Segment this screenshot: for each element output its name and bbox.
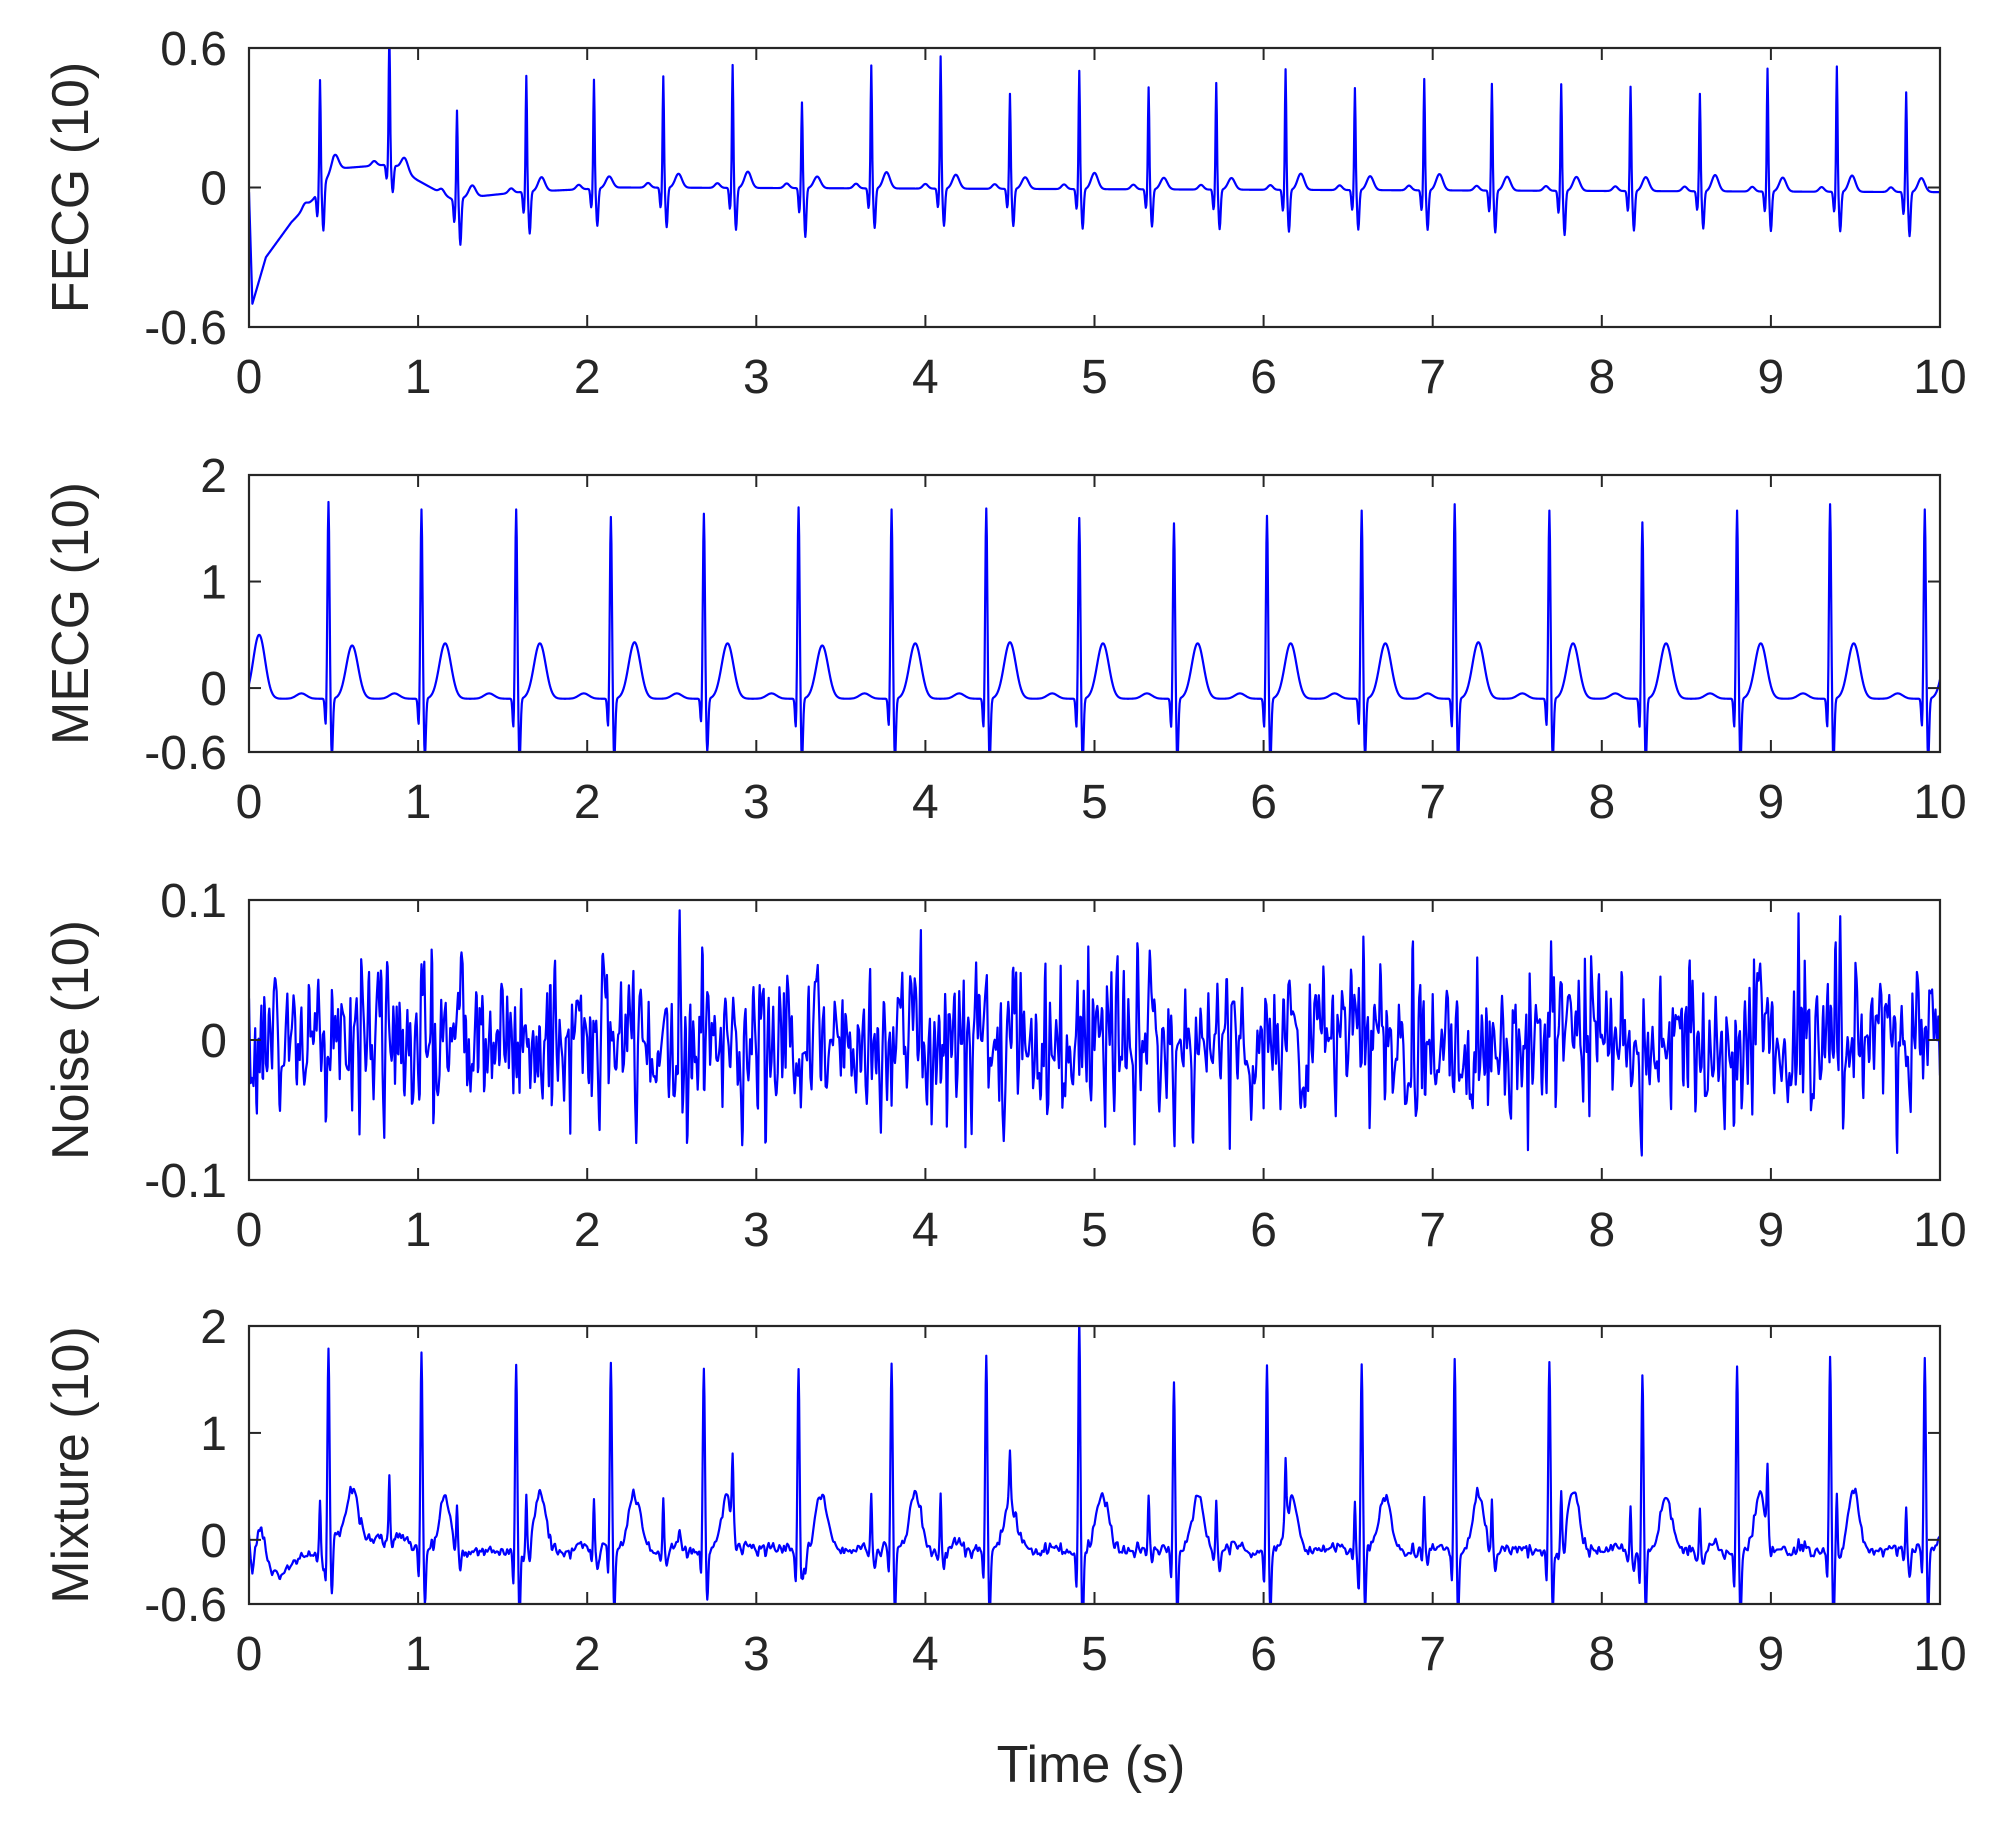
y-tick-label: 2 [200, 450, 227, 503]
x-axis-label: Time (s) [997, 1736, 1186, 1794]
x-tick-label: 4 [912, 1628, 939, 1681]
x-tick-label: 6 [1250, 351, 1277, 404]
y-tick-label: 0.6 [160, 23, 227, 76]
y-tick-label: 1 [200, 1408, 227, 1461]
x-tick-label: 5 [1081, 351, 1108, 404]
y-tick-label: 1 [200, 557, 227, 610]
y-tick-label: -0.6 [144, 727, 227, 780]
x-tick-label: 5 [1081, 776, 1108, 829]
x-tick-label: 3 [743, 1204, 770, 1257]
x-tick-label: 6 [1250, 1628, 1277, 1681]
series-line-4 [249, 1326, 1940, 1604]
x-tick-label: 4 [912, 351, 939, 404]
x-tick-label: 0 [236, 1204, 263, 1257]
x-tick-label: 4 [912, 776, 939, 829]
y-tick-label: -0.1 [144, 1155, 227, 1208]
y-axis-label: MECG (10) [42, 482, 100, 745]
x-tick-label: 10 [1913, 1204, 1966, 1257]
y-tick-label: 0 [200, 1015, 227, 1068]
series-line-1 [249, 48, 1940, 305]
y-tick-label: -0.6 [144, 1579, 227, 1632]
x-tick-label: 1 [405, 1204, 432, 1257]
y-tick-label: 0.1 [160, 875, 227, 928]
x-tick-label: 0 [236, 1628, 263, 1681]
x-tick-label: 10 [1913, 1628, 1966, 1681]
y-tick-label: 0 [200, 163, 227, 216]
x-tick-label: 6 [1250, 776, 1277, 829]
x-tick-label: 3 [743, 351, 770, 404]
y-tick-label: 2 [200, 1301, 227, 1354]
y-axis-label: Noise (10) [42, 920, 100, 1160]
x-tick-label: 3 [743, 776, 770, 829]
x-tick-label: 1 [405, 351, 432, 404]
x-tick-label: 1 [405, 776, 432, 829]
x-tick-label: 8 [1588, 1204, 1615, 1257]
x-tick-label: 5 [1081, 1204, 1108, 1257]
x-tick-label: 8 [1588, 1628, 1615, 1681]
x-tick-label: 0 [236, 776, 263, 829]
x-tick-label: 7 [1419, 776, 1446, 829]
y-tick-label: -0.6 [144, 302, 227, 355]
x-tick-label: 7 [1419, 1628, 1446, 1681]
x-tick-label: 7 [1419, 1204, 1446, 1257]
x-tick-label: 10 [1913, 776, 1966, 829]
x-tick-label: 1 [405, 1628, 432, 1681]
x-tick-label: 9 [1758, 776, 1785, 829]
x-tick-label: 2 [574, 1628, 601, 1681]
x-tick-label: 9 [1758, 1204, 1785, 1257]
series-line-2 [249, 500, 1940, 752]
y-axis-label: FECG (10) [42, 62, 100, 313]
x-tick-label: 2 [574, 1204, 601, 1257]
x-tick-label: 7 [1419, 351, 1446, 404]
axes-frame [247, 1324, 1942, 1606]
x-tick-label: 5 [1081, 1628, 1108, 1681]
series-line-3 [249, 909, 1940, 1157]
axes-frame [247, 473, 1942, 754]
x-tick-label: 4 [912, 1204, 939, 1257]
x-tick-label: 6 [1250, 1204, 1277, 1257]
x-tick-label: 10 [1913, 351, 1966, 404]
x-tick-label: 2 [574, 776, 601, 829]
x-tick-label: 2 [574, 351, 601, 404]
y-axis-label: Mixture (10) [42, 1326, 100, 1603]
x-tick-label: 8 [1588, 351, 1615, 404]
x-tick-label: 3 [743, 1628, 770, 1681]
y-tick-label: 0 [200, 1515, 227, 1568]
x-tick-label: 0 [236, 351, 263, 404]
x-tick-label: 9 [1758, 1628, 1785, 1681]
y-tick-label: 0 [200, 663, 227, 716]
x-tick-label: 8 [1588, 776, 1615, 829]
x-tick-label: 9 [1758, 351, 1785, 404]
